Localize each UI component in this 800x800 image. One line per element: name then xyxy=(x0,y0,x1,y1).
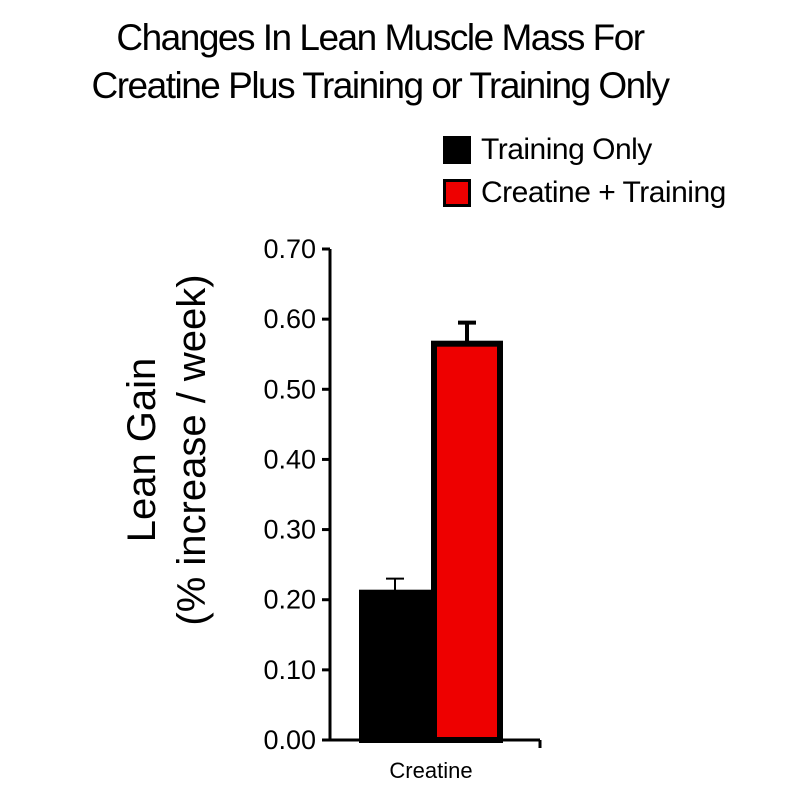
y-axis-ticks: 0.00 0.10 0.20 0.30 0.40 0.50 0.60 0.70 xyxy=(263,234,330,755)
legend-item-training-only: Training Only xyxy=(443,128,726,171)
y-tick-label: 0.60 xyxy=(263,304,316,334)
y-tick-label: 0.50 xyxy=(263,374,316,404)
y-axis-title-line-2: (% increase / week) xyxy=(170,274,214,625)
bar-creatine-training xyxy=(431,340,503,743)
legend-label-creatine-training: Creatine + Training xyxy=(481,175,726,209)
y-tick-label: 0.30 xyxy=(263,515,316,545)
y-axis-title-line-1: Lean Gain xyxy=(120,358,164,543)
legend-swatch-training-only xyxy=(443,135,471,164)
legend-label-training-only: Training Only xyxy=(481,132,652,166)
category-label: Creatine xyxy=(389,758,472,783)
legend-item-creatine-training: Creatine + Training xyxy=(443,171,726,214)
y-tick-label: 0.40 xyxy=(263,444,316,474)
chart-legend: Training Only Creatine + Training xyxy=(443,128,726,214)
legend-swatch-creatine-training xyxy=(443,178,471,207)
y-tick-label: 0.20 xyxy=(263,585,316,615)
y-tick-label: 0.70 xyxy=(263,234,316,264)
bars xyxy=(359,320,503,744)
chart-title-line-2: Creatine Plus Training or Training Only xyxy=(91,65,670,106)
y-axis-title: Lean Gain (% increase / week) xyxy=(120,274,214,625)
bar-training-only xyxy=(359,589,431,744)
y-tick-label: 0.00 xyxy=(263,725,316,755)
chart-title-line-1: Changes In Lean Muscle Mass For xyxy=(116,17,645,58)
y-tick-label: 0.10 xyxy=(263,655,316,685)
chart-title: Changes In Lean Muscle Mass For Creatine… xyxy=(0,14,760,110)
